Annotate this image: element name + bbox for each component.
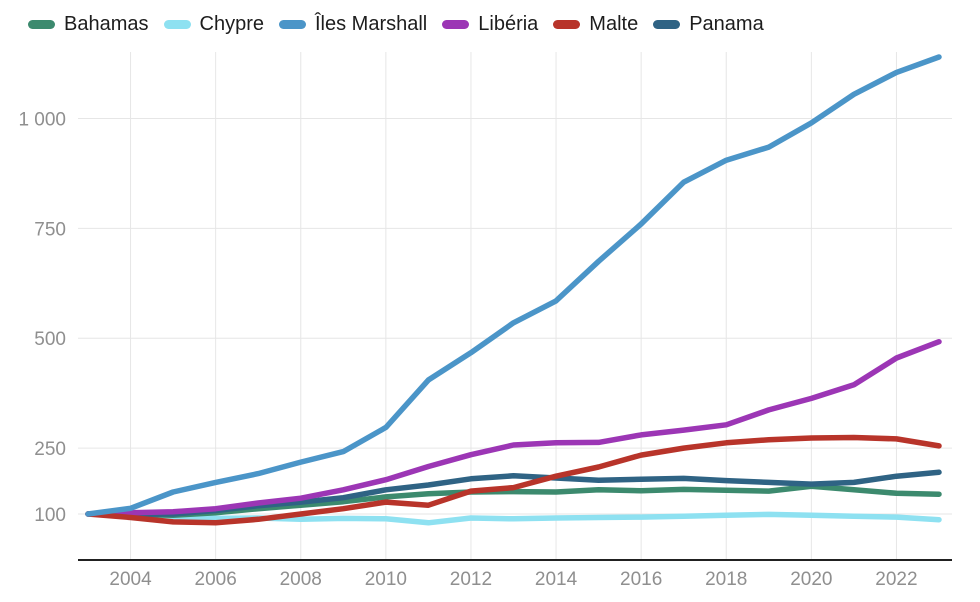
x-tick-label: 2004 [109,569,152,590]
y-tick-label: 500 [34,329,66,350]
x-tick-label: 2018 [705,569,747,590]
legend-label: Bahamas [64,13,149,35]
series-line-liberia [85,338,942,517]
x-tick-label: 2008 [280,569,322,590]
legend-label: Malte [589,13,639,35]
x-tick-label: 2022 [875,569,917,590]
x-tick-label: 2016 [620,569,662,590]
legend-item-chypre[interactable]: Chypre [163,13,264,36]
y-tick-label: 250 [34,439,66,460]
x-tick-label: 2006 [195,569,237,590]
legend-item-malte[interactable]: Malte [553,13,638,36]
legend-swatch-icon [28,20,55,29]
legend-item-liberia[interactable]: Libéria [442,13,538,36]
y-tick-label: 750 [34,219,66,240]
legend-label: Chypre [199,13,264,35]
series-line-malte [85,434,942,526]
legend-item-bahamas[interactable]: Bahamas [28,13,149,36]
legend-swatch-icon [163,20,191,29]
legend-swatch-icon [653,20,681,29]
x-tick-label: 2010 [365,569,407,590]
legend-swatch-icon [442,20,470,29]
legend-item-iles-marshall[interactable]: Îles Marshall [278,13,428,36]
series-line-chypre [85,511,942,526]
x-tick-label: 2012 [450,569,492,590]
x-tick-label: 2014 [535,569,578,590]
legend-label: Îles Marshall [314,13,428,35]
legend-label: Panama [689,13,764,35]
legend-swatch-icon [278,20,306,29]
x-tick-label: 2020 [790,569,832,590]
chart-legend: Bahamas Chypre Îles Marshall Libéria Malte Pa… [28,13,764,36]
y-tick-label: 1 000 [18,110,66,131]
legend-label: Libéria [478,13,539,35]
legend-swatch-icon [553,20,581,29]
y-tick-label: 100 [34,505,66,526]
legend-item-panama[interactable]: Panama [653,13,764,36]
series-line-iles-marshall [85,54,942,517]
